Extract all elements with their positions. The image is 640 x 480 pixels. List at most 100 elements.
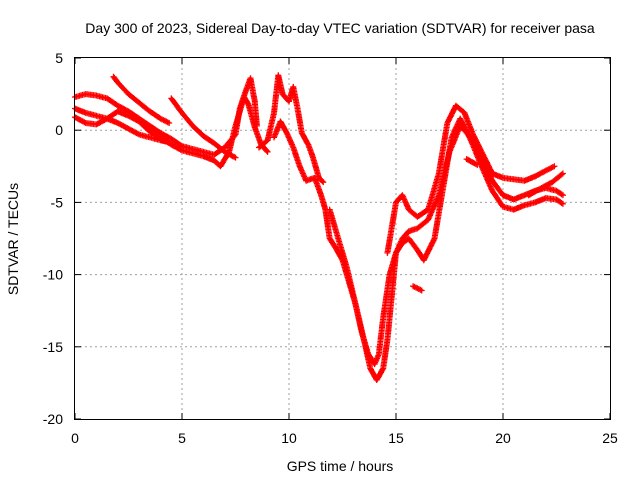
grid <box>75 58 610 419</box>
marker-segment <box>489 187 506 209</box>
marker-segment <box>549 171 565 186</box>
marker-segment <box>296 163 309 183</box>
marker-segment <box>375 316 386 357</box>
axis-ticks: 0 5 10 15 20 25 -20 -15 -10 -5 0 5 <box>43 50 618 446</box>
marker-segment <box>384 200 399 256</box>
marker-segment <box>125 125 141 137</box>
marker-segment <box>241 94 251 106</box>
marker-segment <box>125 112 141 124</box>
marker-segment <box>251 98 260 128</box>
marker-segment <box>553 187 565 198</box>
marker-point <box>320 179 327 186</box>
marker-segment <box>200 133 216 146</box>
marker-segment <box>290 144 303 168</box>
marker-segment <box>373 366 386 383</box>
marker-point <box>559 200 566 207</box>
marker-segment <box>136 99 152 114</box>
plot-frame <box>74 57 611 420</box>
marker-segment <box>168 135 184 149</box>
marker-segment <box>277 118 290 135</box>
y-axis-label: SDTVAR / TECUs <box>5 183 21 295</box>
series-track-j <box>410 283 425 294</box>
marker-segment <box>414 207 430 220</box>
marker-segment <box>232 95 247 129</box>
series-track-f <box>256 72 327 186</box>
x-tick-label: 25 <box>602 430 618 446</box>
marker-segment <box>463 156 479 168</box>
marker-segment <box>221 148 238 160</box>
series-track-i <box>384 102 558 256</box>
marker-segment <box>157 130 173 142</box>
marker-segment <box>168 95 185 115</box>
marker-segment <box>264 111 277 144</box>
marker-segment <box>93 116 109 128</box>
y-tick-label: -15 <box>43 339 63 355</box>
marker-segment <box>146 122 163 136</box>
marker-segment <box>399 229 411 242</box>
marker-segment <box>290 83 301 110</box>
x-tick-label: 15 <box>388 430 404 446</box>
y-tick-label: -5 <box>51 194 64 210</box>
marker-segment <box>247 75 258 103</box>
marker-segment <box>380 273 393 321</box>
series-track-l <box>525 170 566 199</box>
marker-point <box>559 170 566 177</box>
marker-segment <box>157 115 171 126</box>
marker-segment <box>478 163 495 193</box>
marker-segment <box>420 236 437 264</box>
marker-segment <box>538 179 554 191</box>
marker-segment <box>532 168 548 180</box>
marker-segment <box>352 300 367 342</box>
marker-segment <box>478 148 495 176</box>
marker-segment <box>380 338 391 372</box>
marker-point <box>264 148 271 155</box>
series-track-e <box>168 95 239 161</box>
marker-segment <box>457 115 474 142</box>
marker-segment <box>335 235 350 269</box>
marker-segment <box>211 140 227 154</box>
marker-segment <box>168 141 184 153</box>
marker-segment <box>125 91 141 105</box>
series-track-d <box>110 73 173 126</box>
marker-segment <box>326 206 341 240</box>
marker-segment <box>157 134 174 147</box>
marker-segment <box>467 137 484 168</box>
y-tick-label: -20 <box>43 411 63 427</box>
marker-segment <box>245 101 258 129</box>
x-tick-label: 5 <box>178 430 186 446</box>
marker-segment <box>318 192 328 212</box>
marker-segment <box>298 130 311 147</box>
marker-segment <box>275 72 286 96</box>
marker-segment <box>104 95 120 108</box>
marker-point <box>232 154 239 161</box>
marker-segment <box>452 102 467 115</box>
marker-point <box>474 161 481 168</box>
y-tick-label: 0 <box>55 122 63 138</box>
marker-segment <box>146 128 163 140</box>
marker-segment <box>136 118 152 134</box>
marker-segment <box>114 102 131 114</box>
marker-segment <box>414 217 430 232</box>
marker-segment <box>399 192 412 212</box>
marker-segment <box>146 108 163 121</box>
y-tick-label: -10 <box>43 267 63 283</box>
x-tick-label: 20 <box>495 430 511 446</box>
marker-segment <box>189 122 206 138</box>
marker-point <box>559 192 566 199</box>
marker-segment <box>179 109 195 128</box>
marker-point <box>166 119 173 126</box>
marker-point <box>418 287 425 294</box>
y-tick-label: 5 <box>55 50 63 66</box>
marker-segment <box>440 136 455 191</box>
marker-segment <box>251 124 264 147</box>
marker-point <box>551 163 558 170</box>
marker-segment <box>542 164 556 174</box>
marker-segment <box>388 251 399 300</box>
marker-segment <box>444 104 459 126</box>
marker-segment <box>431 186 446 242</box>
marker-segment <box>393 241 405 256</box>
marker-segment <box>114 79 131 96</box>
marker-segment <box>470 131 484 154</box>
marker-segment <box>410 283 424 293</box>
